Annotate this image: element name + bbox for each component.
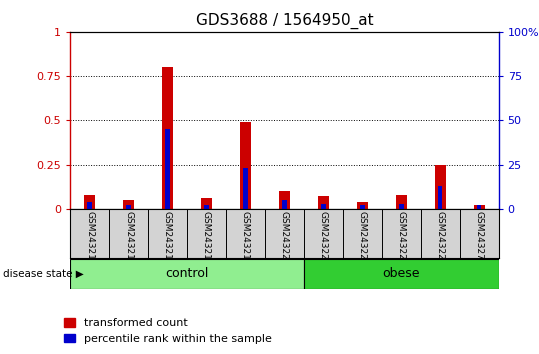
Bar: [474, 205, 485, 209]
Text: GSM243218: GSM243218: [202, 211, 211, 266]
Text: GSM243275: GSM243275: [475, 211, 483, 266]
Bar: [396, 195, 406, 209]
Text: GSM243226: GSM243226: [358, 211, 367, 266]
Bar: [243, 168, 248, 209]
Bar: [360, 205, 364, 209]
Text: GSM243216: GSM243216: [124, 211, 133, 266]
Bar: [318, 196, 329, 209]
Bar: [477, 205, 481, 209]
Text: GSM243228: GSM243228: [436, 211, 445, 266]
Bar: [357, 202, 368, 209]
Title: GDS3688 / 1564950_at: GDS3688 / 1564950_at: [196, 13, 373, 29]
Bar: [87, 202, 92, 209]
Bar: [438, 186, 443, 209]
Bar: [434, 165, 446, 209]
Text: GSM243215: GSM243215: [85, 211, 94, 266]
Bar: [240, 122, 251, 209]
Bar: [201, 198, 212, 209]
Bar: [165, 129, 170, 209]
Bar: [204, 205, 209, 209]
Bar: [282, 200, 287, 209]
Legend: transformed count, percentile rank within the sample: transformed count, percentile rank withi…: [59, 314, 276, 348]
Text: obese: obese: [383, 268, 420, 280]
Text: GSM243225: GSM243225: [319, 211, 328, 266]
Text: disease state ▶: disease state ▶: [3, 268, 84, 278]
Text: GSM243217: GSM243217: [163, 211, 172, 266]
Bar: [399, 204, 404, 209]
Bar: [70, 259, 304, 289]
Bar: [304, 259, 499, 289]
Bar: [84, 195, 95, 209]
Text: GSM243219: GSM243219: [241, 211, 250, 266]
Text: control: control: [165, 268, 209, 280]
Bar: [279, 191, 290, 209]
Bar: [162, 67, 173, 209]
Bar: [321, 204, 326, 209]
Bar: [126, 205, 131, 209]
Bar: [123, 200, 134, 209]
Text: GSM243227: GSM243227: [397, 211, 406, 266]
Text: GSM243220: GSM243220: [280, 211, 289, 266]
